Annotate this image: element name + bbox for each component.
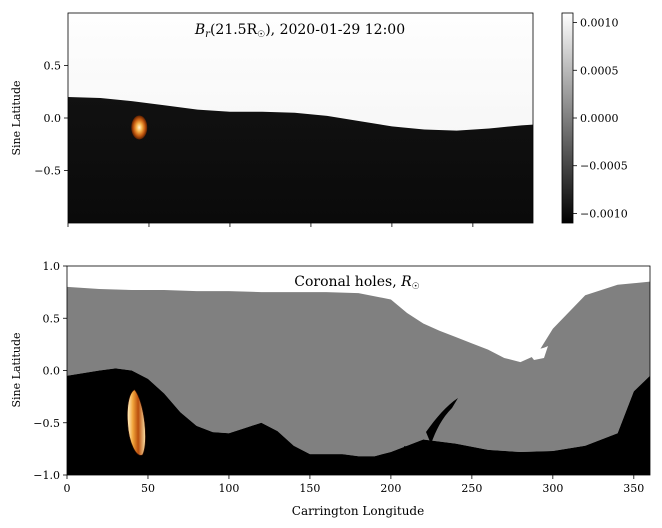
top-ylabel: Sine Latitude: [10, 80, 23, 155]
colorbar-ticks: 0.0010 0.0005 0.0000 −0.0005 −0.0010: [573, 17, 628, 220]
bottom-panel: Coronal holes, R☉ Sine Latitude Carringt…: [10, 260, 651, 518]
bottom-x-ticks: 0 50 100 150 200 250 300 350: [64, 475, 644, 495]
top-ytick-label: 0.0: [44, 112, 62, 125]
black-streak-feature: [426, 398, 458, 444]
bottom-ytick-label: −0.5: [33, 417, 60, 430]
black-streak-feature-2: [404, 446, 436, 458]
colorbar-tick-label: 0.0005: [580, 64, 619, 77]
bottom-highlight-spot: [127, 389, 146, 456]
bottom-xtick-label: 200: [380, 482, 401, 495]
bottom-xtick-label: 50: [141, 482, 155, 495]
colorbar-tick-label: −0.0010: [580, 207, 628, 220]
bottom-ytick-label: 0.0: [43, 365, 61, 378]
top-title: Br(21.5R☉), 2020-01-29 12:00: [194, 22, 405, 40]
colorbar: 0.0010 0.0005 0.0000 −0.0005 −0.0010: [561, 12, 628, 224]
bottom-xtick-label: 250: [461, 482, 482, 495]
bottom-xlabel: Carrington Longitude: [292, 504, 424, 518]
bottom-xtick-label: 0: [64, 482, 71, 495]
bottom-xtick-label: 150: [299, 482, 320, 495]
bottom-ytick-label: 0.5: [43, 312, 61, 325]
open-south-region: [67, 368, 650, 475]
top-x-ticks: [67, 223, 474, 227]
top-negative-region: [68, 97, 533, 223]
open-hook-feature: [520, 342, 548, 360]
top-y-ticks: 0.5 0.0 −0.5: [34, 60, 68, 178]
top-highlight-spot: [131, 115, 148, 140]
colorbar-tick-label: 0.0010: [580, 17, 619, 30]
colorbar-tick-label: −0.0005: [580, 160, 628, 173]
bottom-ytick-label: −1.0: [33, 469, 60, 482]
top-ytick-label: −0.5: [34, 165, 61, 178]
bottom-title: Coronal holes, R☉: [294, 274, 419, 292]
bottom-ylabel: Sine Latitude: [10, 332, 23, 407]
top-panel: Br(21.5R☉), 2020-01-29 12:00 Sine Latitu…: [10, 12, 534, 227]
top-ytick-label: 0.5: [44, 60, 62, 73]
closed-field-region: [67, 281, 650, 457]
colorbar-tick-label: 0.0000: [580, 112, 619, 125]
bottom-ytick-label: 1.0: [43, 260, 61, 273]
bottom-xtick-label: 350: [623, 482, 644, 495]
colorbar-gradient: [561, 12, 574, 224]
bottom-y-ticks: 1.0 0.5 0.0 −0.5 −1.0: [33, 260, 67, 482]
bottom-xtick-label: 100: [218, 482, 239, 495]
bottom-xtick-label: 300: [542, 482, 563, 495]
